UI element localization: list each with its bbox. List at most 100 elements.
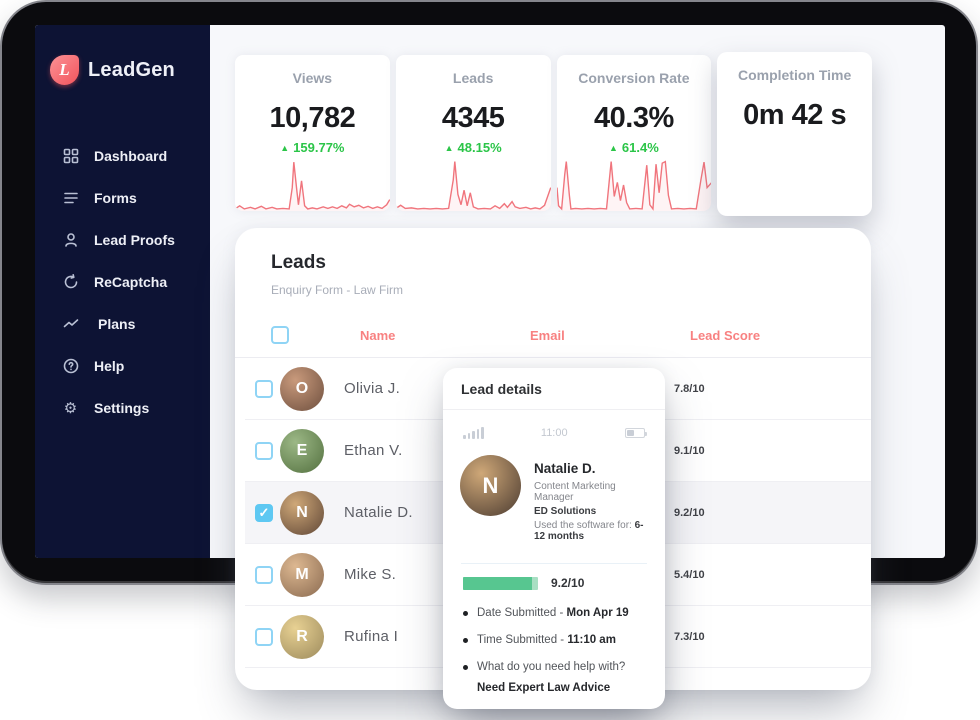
trend-line-icon — [62, 316, 79, 333]
person-usage: Used the software for: 6-12 months — [534, 520, 644, 542]
sidebar-item-label: Plans — [98, 316, 136, 332]
lead-name: Mike S. — [344, 566, 397, 583]
status-time: 11:00 — [540, 427, 568, 439]
list-item-time-submitted: Time Submitted - 11:10 am — [463, 633, 649, 648]
lead-name: Ethan V. — [344, 442, 403, 459]
stat-value: 0m 42 s — [743, 99, 847, 131]
stat-card-leads: Leads 4345 ▲ 48.15% — [395, 55, 551, 211]
avatar: E — [280, 428, 324, 473]
row-checkbox[interactable] — [255, 565, 273, 584]
sidebar-item-dashboard[interactable]: Dashboard — [35, 135, 210, 177]
table-header-row: Name Email Lead Score — [271, 319, 845, 351]
sidebar-item-forms[interactable]: Forms — [35, 177, 210, 219]
sidebar-item-recaptcha[interactable]: ReCaptcha — [35, 261, 210, 303]
stat-cards-row: Views 10,782 ▲ 159.77% Leads 4345 ▲ 48.15%… — [235, 52, 872, 216]
stat-delta: ▲ 159.77% — [280, 140, 345, 155]
lead-score: 7.3/10 — [674, 630, 705, 643]
lead-name: Natalie D. — [344, 504, 413, 521]
lead-score: 9.2/10 — [674, 506, 705, 519]
score-progress-track — [463, 576, 538, 590]
lead-name: Olivia J. — [344, 380, 401, 397]
stat-card-completion-time: Completion Time 0m 42 s — [717, 52, 872, 216]
conversion-sparkline-chart — [556, 159, 712, 211]
signal-bars-icon — [463, 427, 484, 439]
leads-sparkline-chart — [395, 159, 551, 211]
forms-list-icon — [62, 190, 79, 207]
stat-title: Completion Time — [737, 67, 852, 83]
row-checkbox[interactable] — [255, 441, 273, 460]
person-icon — [62, 232, 79, 249]
bullet-icon — [463, 665, 468, 670]
sidebar-item-lead-proofs[interactable]: Lead Proofs — [35, 219, 210, 261]
person-company: ED Solutions — [534, 506, 597, 517]
bullet-icon — [463, 638, 468, 643]
lead-name: Rufina I — [344, 628, 399, 645]
avatar: N — [460, 455, 521, 516]
battery-icon — [625, 428, 647, 438]
stat-value: 10,782 — [269, 102, 356, 134]
refresh-icon — [62, 274, 79, 291]
stat-delta: ▲ 61.4% — [608, 140, 659, 155]
stat-value: 4345 — [441, 102, 505, 134]
leadgen-logo-icon: L — [50, 55, 79, 85]
phone-status-bar: 11:00 — [443, 410, 665, 439]
up-triangle-icon: ▲ — [444, 143, 454, 153]
column-header-lead-score[interactable]: Lead Score — [690, 327, 761, 343]
lead-score: 5.4/10 — [674, 568, 705, 581]
sidebar-item-label: Lead Proofs — [94, 232, 175, 248]
stat-title: Views — [292, 70, 333, 86]
divider — [235, 357, 871, 358]
stat-card-views: Views 10,782 ▲ 159.77% — [235, 55, 390, 211]
sidebar-item-label: Dashboard — [94, 148, 168, 164]
sidebar-item-label: ReCaptcha — [94, 274, 168, 290]
stat-value: 40.3% — [594, 102, 674, 134]
sidebar-item-label: Help — [94, 358, 125, 374]
bullet-icon — [463, 611, 468, 616]
stat-title: Conversion Rate — [578, 70, 690, 86]
lead-score: 7.8/10 — [674, 382, 705, 395]
sidebar-item-label: Forms — [94, 190, 137, 206]
sidebar-item-plans[interactable]: Plans — [35, 303, 210, 345]
views-sparkline-chart — [235, 159, 390, 211]
sidebar-item-settings[interactable]: ⚙ Settings — [35, 387, 210, 429]
person-name: Natalie D. — [534, 461, 596, 476]
sidebar: L LeadGen Dashboard Forms — [35, 25, 210, 558]
column-header-email[interactable]: Email — [530, 327, 565, 343]
panel-subtitle: Enquiry Form - Law Firm — [271, 283, 404, 297]
gear-icon: ⚙ — [63, 399, 78, 417]
avatar: M — [280, 552, 324, 597]
avatar: N — [280, 490, 324, 535]
select-all-checkbox[interactable] — [271, 326, 289, 344]
list-item-date-submitted: Date Submitted - Mon Apr 19 — [463, 606, 649, 621]
row-checkbox[interactable] — [255, 627, 273, 646]
brand-name: LeadGen — [88, 58, 175, 81]
dashboard-grid-icon — [62, 148, 79, 165]
list-item-help-question: What do you need help with? Need Expert L… — [463, 660, 649, 696]
stat-title: Leads — [452, 70, 494, 86]
popup-title: Lead details — [443, 368, 665, 410]
stat-card-conversion-rate: Conversion Rate 40.3% ▲ 61.4% — [556, 55, 712, 211]
row-checkbox[interactable] — [255, 379, 273, 398]
brand-logo: L LeadGen — [35, 25, 210, 85]
lead-details-popup: Lead details 11:00 N Natalie D. Content … — [443, 368, 665, 709]
sidebar-nav: Dashboard Forms Lead Proofs — [35, 135, 210, 429]
panel-title: Leads — [271, 252, 326, 273]
lead-score: 9.1/10 — [674, 444, 705, 457]
divider — [461, 563, 647, 564]
score-progress-fill — [463, 576, 532, 590]
score-label: 9.2/10 — [551, 576, 585, 590]
avatar: O — [280, 366, 324, 411]
lead-person: N Natalie D. Content Marketing Manager E… — [443, 439, 665, 542]
sidebar-item-label: Settings — [94, 400, 150, 416]
column-header-name[interactable]: Name — [360, 327, 396, 343]
up-triangle-icon: ▲ — [280, 143, 290, 153]
sidebar-item-help[interactable]: Help — [35, 345, 210, 387]
avatar: R — [280, 614, 324, 659]
row-checkbox[interactable] — [255, 503, 273, 522]
lead-detail-list: Date Submitted - Mon Apr 19 Time Submitt… — [443, 590, 665, 696]
person-role: Content Marketing Manager — [534, 481, 616, 503]
stat-delta: ▲ 48.15% — [444, 140, 502, 155]
up-triangle-icon: ▲ — [608, 143, 618, 153]
question-circle-icon — [62, 358, 79, 375]
lead-score-bar: 9.2/10 — [443, 564, 665, 590]
